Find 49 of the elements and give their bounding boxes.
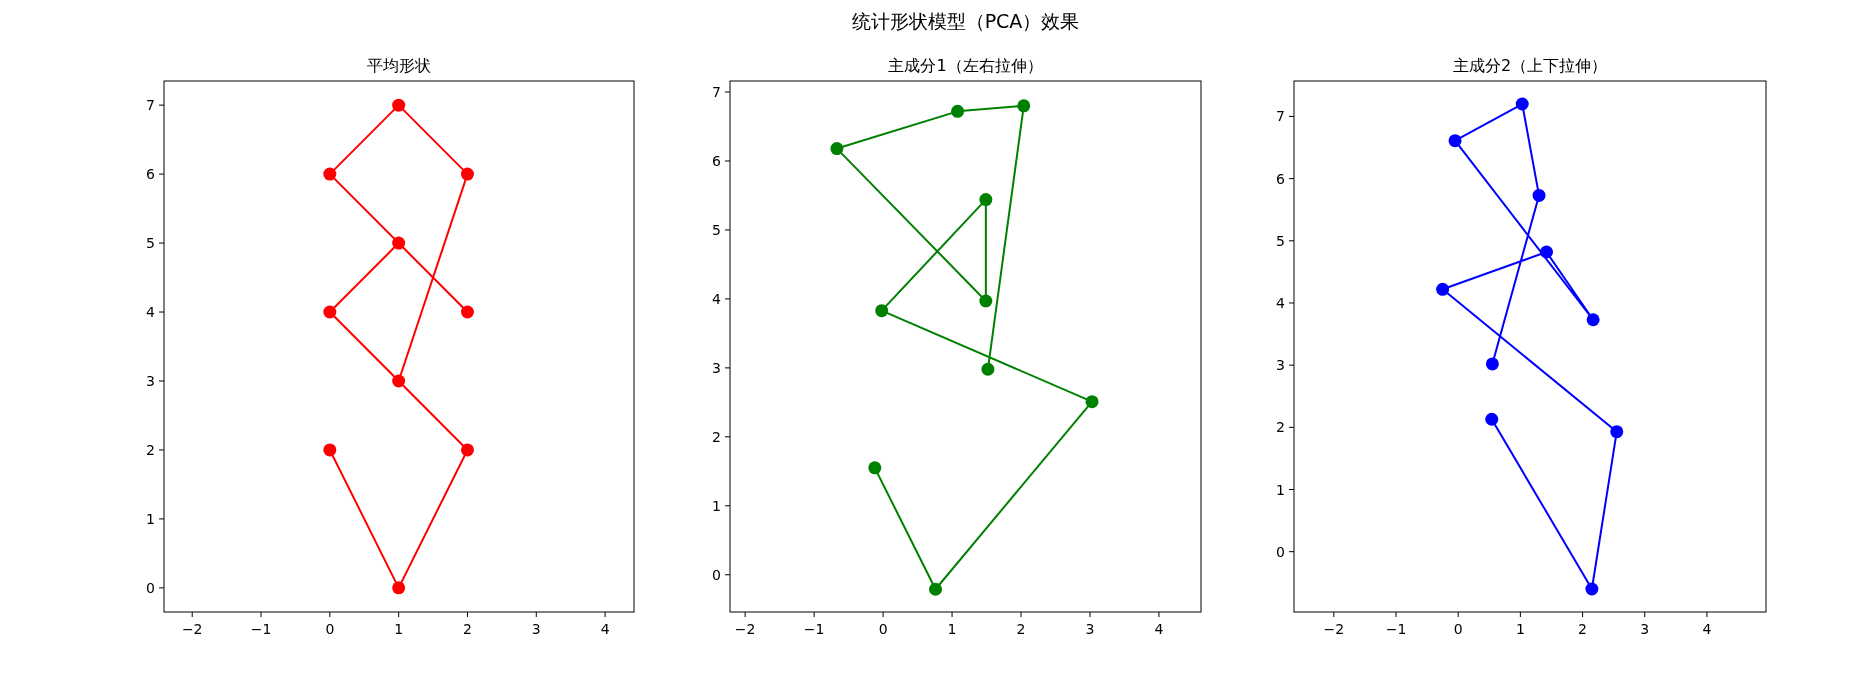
y-tick-label: 1 — [712, 497, 721, 514]
y-tick-label: 0 — [1276, 543, 1285, 560]
y-tick-label: 6 — [1276, 170, 1286, 187]
y-tick-label: 1 — [146, 510, 155, 527]
chart-subtitle: 主成分2（上下拉伸） — [1452, 56, 1608, 75]
y-tick-label: 6 — [712, 152, 722, 169]
y-tick-label: 6 — [146, 166, 156, 183]
chart-subtitle: 主成分1（左右拉伸） — [888, 56, 1043, 75]
y-tick-label: 2 — [1276, 419, 1285, 436]
chart-title: 统计形状模型（PCA）效果 — [851, 10, 1080, 32]
x-tick-label: 0 — [1453, 621, 1463, 637]
y-tick-label: 3 — [1276, 357, 1285, 374]
x-tick-label: 4 — [1154, 621, 1164, 637]
x-tick-label: −2 — [181, 621, 203, 637]
x-tick-label: −1 — [803, 621, 825, 637]
x-tick-label: 0 — [325, 621, 335, 637]
y-tick-label: 0 — [712, 566, 721, 583]
x-tick-label: 4 — [600, 621, 610, 637]
y-tick-label: 7 — [1276, 108, 1285, 125]
x-tick-label: 2 — [1578, 621, 1588, 637]
y-tick-label: 0 — [146, 579, 155, 596]
x-tick-label: −2 — [734, 621, 756, 637]
x-tick-label: 1 — [394, 621, 404, 637]
x-tick-label: 0 — [878, 621, 888, 637]
y-tick-label: 4 — [1276, 294, 1286, 311]
x-tick-label: 3 — [1085, 621, 1095, 637]
y-tick-label: 5 — [712, 221, 721, 238]
y-tick-label: 4 — [146, 304, 156, 321]
x-tick-label: 4 — [1702, 621, 1712, 637]
y-tick-label: 2 — [712, 428, 721, 445]
chart-subtitle: 平均形状 — [367, 56, 431, 75]
y-tick-label: 3 — [146, 372, 155, 389]
y-tick-label: 7 — [146, 97, 155, 114]
x-tick-label: 2 — [1016, 621, 1026, 637]
y-tick-label: 1 — [1276, 481, 1285, 498]
y-tick-label: 4 — [712, 290, 722, 307]
y-tick-label: 7 — [712, 84, 721, 101]
x-tick-label: 2 — [463, 621, 472, 637]
y-tick-label: 3 — [712, 359, 721, 376]
x-tick-label: 3 — [1640, 621, 1650, 637]
y-tick-label: 2 — [146, 441, 155, 458]
x-tick-label: 3 — [531, 621, 541, 637]
x-tick-label: −2 — [1323, 621, 1345, 637]
y-tick-label: 5 — [1276, 232, 1285, 249]
y-tick-label: 5 — [146, 235, 155, 252]
x-tick-label: −1 — [250, 621, 272, 637]
x-tick-label: −1 — [1385, 621, 1407, 637]
x-tick-label: 1 — [1515, 621, 1525, 637]
x-tick-label: 1 — [947, 621, 957, 637]
